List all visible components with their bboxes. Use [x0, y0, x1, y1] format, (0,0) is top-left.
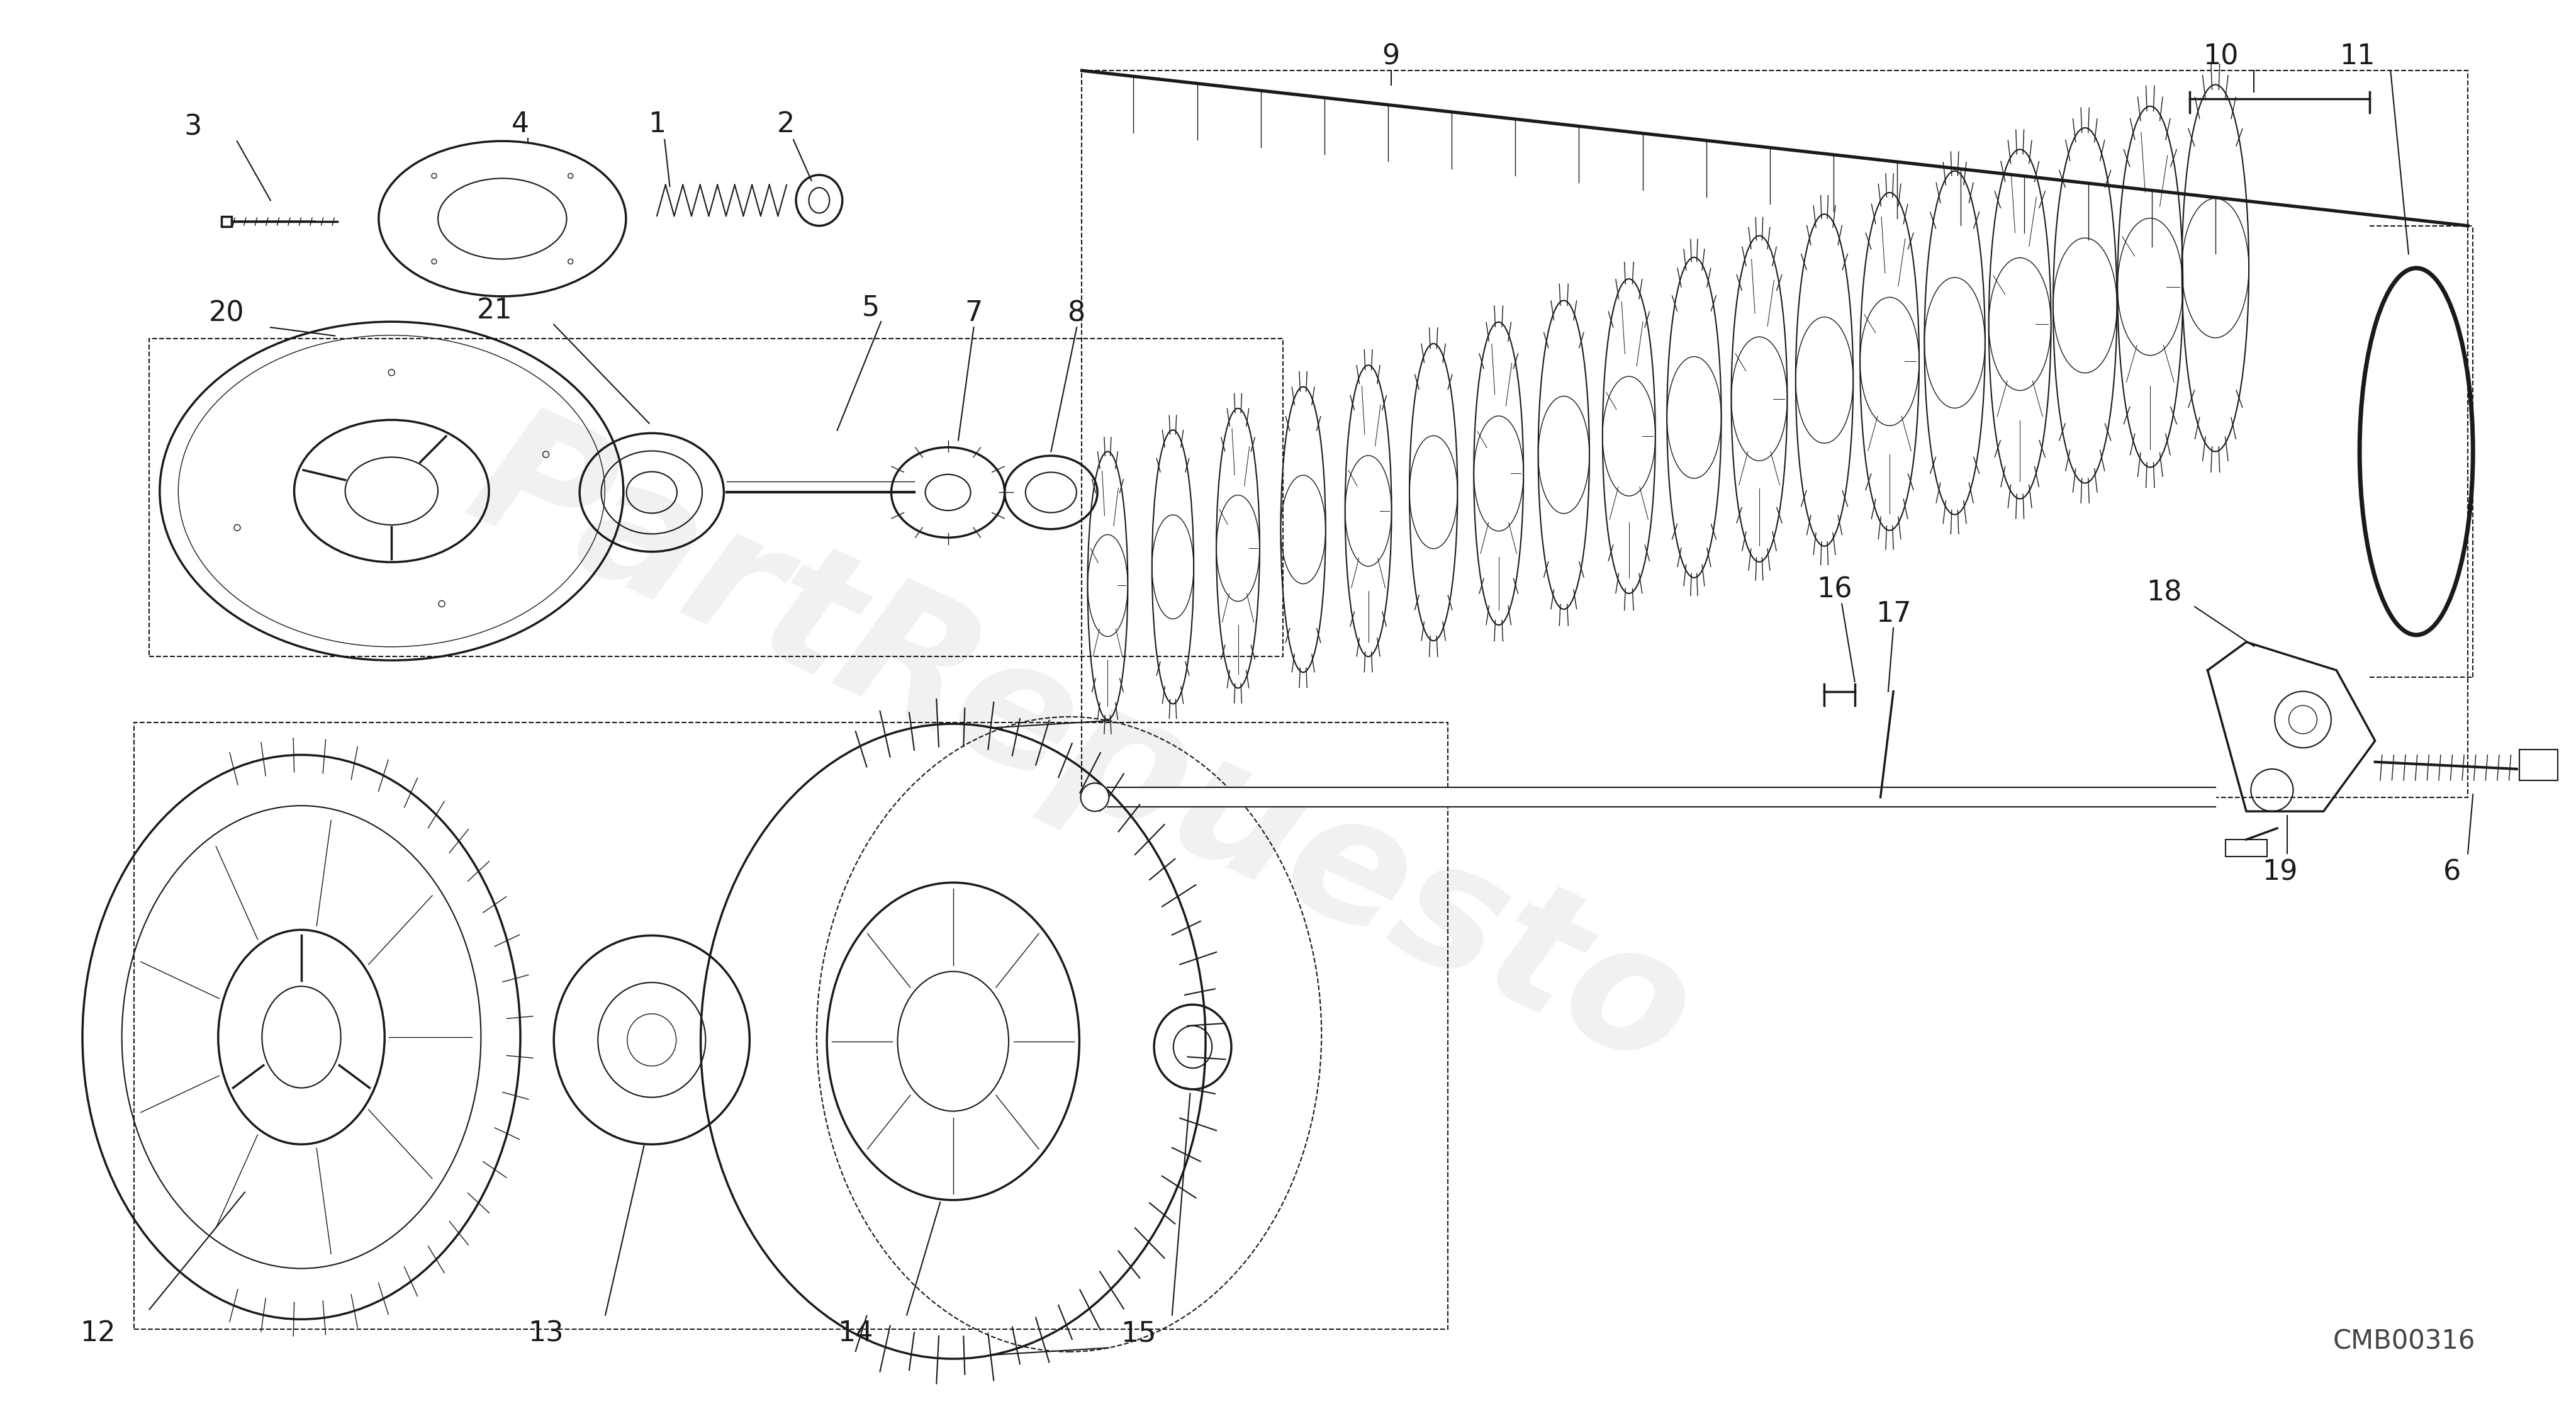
Text: 3: 3 — [185, 113, 201, 141]
Text: 14: 14 — [837, 1319, 873, 1348]
Text: 17: 17 — [1875, 600, 1911, 628]
Text: 6: 6 — [2445, 858, 2460, 886]
Bar — [2226, 840, 2267, 856]
Bar — [222, 216, 232, 227]
Text: 10: 10 — [2202, 42, 2239, 71]
Circle shape — [1082, 783, 1108, 811]
Text: 19: 19 — [2262, 858, 2298, 886]
Bar — [1082, 71, 2468, 797]
Text: 12: 12 — [80, 1319, 116, 1348]
Text: 2: 2 — [778, 110, 793, 138]
Text: 4: 4 — [513, 110, 528, 138]
Text: 8: 8 — [1069, 299, 1084, 327]
Text: 15: 15 — [1121, 1319, 1157, 1348]
Text: 20: 20 — [209, 299, 245, 327]
Bar — [222, 216, 232, 227]
Text: 9: 9 — [1383, 42, 1399, 71]
Text: 16: 16 — [1816, 576, 1852, 604]
Text: 13: 13 — [528, 1319, 564, 1348]
Text: 5: 5 — [863, 293, 878, 322]
Text: 1: 1 — [649, 110, 665, 138]
Text: 7: 7 — [966, 299, 981, 327]
Bar — [149, 339, 1283, 656]
Text: CMB00316: CMB00316 — [2334, 1328, 2476, 1355]
Bar — [134, 722, 1448, 1329]
Text: 11: 11 — [2339, 42, 2375, 71]
Bar — [2519, 749, 2558, 780]
Text: PartRepuesto: PartRepuesto — [446, 391, 1718, 1105]
Text: 18: 18 — [2146, 579, 2182, 607]
Text: 21: 21 — [477, 296, 513, 325]
